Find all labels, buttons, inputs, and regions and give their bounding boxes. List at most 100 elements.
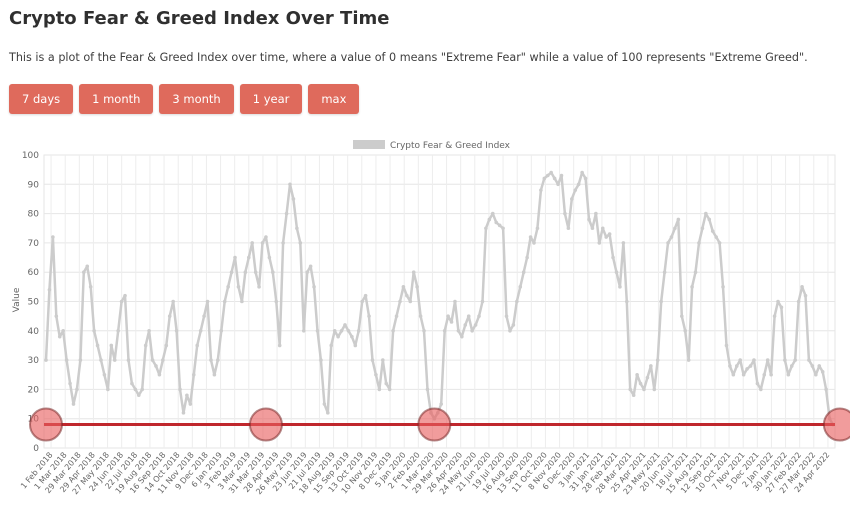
data-point[interactable] [810, 364, 815, 368]
data-point[interactable] [508, 329, 512, 333]
data-point[interactable] [673, 226, 677, 231]
data-point[interactable] [477, 314, 481, 318]
data-point[interactable] [439, 402, 444, 406]
data-point[interactable] [205, 299, 210, 304]
data-point[interactable] [669, 235, 674, 239]
data-point[interactable] [453, 299, 457, 304]
data-point[interactable] [652, 387, 657, 392]
data-point[interactable] [418, 314, 423, 318]
data-point[interactable] [707, 217, 712, 222]
data-point[interactable] [181, 411, 186, 415]
data-point[interactable] [374, 372, 378, 377]
data-point[interactable] [480, 299, 485, 304]
data-point[interactable] [64, 358, 69, 362]
data-point[interactable] [164, 343, 169, 348]
data-point[interactable] [332, 329, 337, 333]
data-point[interactable] [549, 170, 553, 175]
data-point[interactable] [721, 285, 725, 289]
data-point[interactable] [167, 314, 172, 318]
data-point[interactable] [209, 358, 213, 362]
data-point[interactable] [614, 270, 619, 274]
data-point[interactable] [717, 241, 722, 245]
data-point[interactable] [734, 364, 739, 368]
data-point[interactable] [793, 358, 797, 362]
data-point[interactable] [274, 299, 279, 304]
data-point[interactable] [511, 323, 516, 327]
data-point[interactable] [260, 241, 265, 245]
data-point[interactable] [521, 270, 526, 274]
data-point[interactable] [597, 241, 602, 245]
data-point[interactable] [748, 364, 753, 368]
data-point[interactable] [504, 314, 509, 318]
data-point[interactable] [638, 381, 643, 386]
data-point[interactable] [817, 364, 822, 368]
data-point[interactable] [607, 232, 612, 236]
data-point[interactable] [298, 241, 303, 245]
data-point[interactable] [820, 370, 825, 374]
data-point[interactable] [714, 235, 718, 239]
data-point[interactable] [552, 176, 557, 181]
data-point[interactable] [769, 372, 773, 377]
data-point[interactable] [704, 211, 708, 216]
data-point[interactable] [143, 343, 148, 348]
data-point[interactable] [566, 226, 571, 231]
data-point[interactable] [185, 393, 189, 398]
data-point[interactable] [642, 387, 646, 392]
data-point[interactable] [814, 372, 818, 377]
data-point[interactable] [326, 411, 330, 415]
data-point[interactable] [518, 285, 523, 289]
data-point[interactable] [442, 329, 447, 333]
data-point[interactable] [216, 358, 220, 362]
data-point[interactable] [123, 293, 127, 298]
data-point[interactable] [539, 188, 543, 192]
data-point[interactable] [755, 381, 760, 386]
data-point[interactable] [257, 285, 261, 289]
data-point[interactable] [783, 358, 787, 362]
data-point[interactable] [112, 358, 117, 362]
data-point[interactable] [250, 241, 255, 245]
data-point[interactable] [78, 358, 83, 362]
data-point[interactable] [109, 343, 114, 348]
data-point[interactable] [367, 314, 371, 318]
data-point[interactable] [363, 293, 368, 298]
data-point[interactable] [542, 176, 547, 181]
data-point[interactable] [136, 393, 141, 398]
range-3-month-button[interactable]: 3 month [159, 84, 234, 114]
data-point[interactable] [738, 358, 743, 362]
data-point[interactable] [628, 387, 633, 392]
data-point[interactable] [604, 235, 608, 239]
data-point[interactable] [284, 211, 289, 216]
data-point[interactable] [219, 329, 224, 333]
data-point[interactable] [563, 211, 567, 216]
data-point[interactable] [745, 367, 749, 371]
data-point[interactable] [85, 264, 90, 269]
data-point[interactable] [580, 170, 584, 175]
data-point[interactable] [102, 372, 107, 377]
data-point[interactable] [75, 387, 79, 392]
data-point[interactable] [391, 329, 395, 333]
data-point[interactable] [301, 329, 306, 333]
data-point[interactable] [662, 270, 667, 274]
data-point[interactable] [387, 387, 392, 392]
data-point[interactable] [195, 343, 200, 348]
data-point[interactable] [106, 387, 110, 392]
data-point[interactable] [583, 176, 588, 181]
data-point[interactable] [779, 305, 784, 310]
data-point[interactable] [800, 285, 804, 289]
data-point[interactable] [456, 329, 461, 333]
data-point[interactable] [161, 358, 165, 362]
data-point[interactable] [621, 241, 626, 245]
data-point[interactable] [796, 299, 801, 304]
data-point[interactable] [490, 211, 495, 216]
data-point[interactable] [666, 241, 670, 245]
data-point[interactable] [370, 358, 375, 362]
data-point[interactable] [724, 343, 729, 348]
data-point[interactable] [590, 226, 595, 231]
data-point[interactable] [690, 285, 694, 289]
data-point[interactable] [776, 299, 780, 304]
data-point[interactable] [649, 364, 653, 368]
data-point[interactable] [576, 182, 581, 187]
data-point[interactable] [174, 329, 179, 333]
data-point[interactable] [624, 299, 629, 304]
data-point[interactable] [460, 334, 464, 339]
